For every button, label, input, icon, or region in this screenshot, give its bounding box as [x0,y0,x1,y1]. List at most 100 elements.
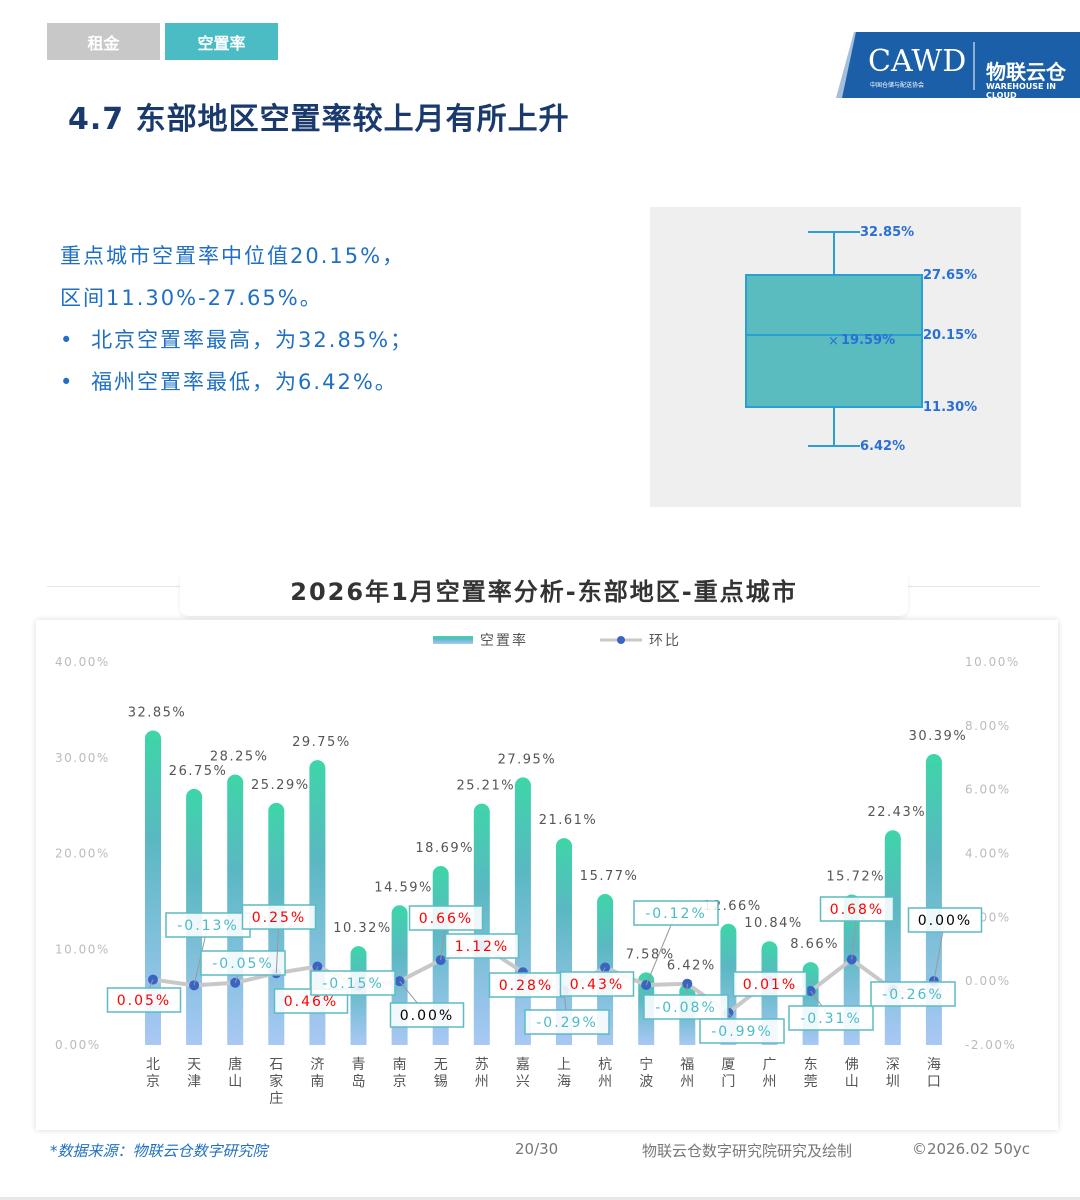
page-title: 4.7 东部地区空置率较上月有所上升 [68,102,570,137]
bar-海口 [925,754,942,1045]
tab-vacancy[interactable]: 空置率 [165,23,278,60]
x-axis-label: 海 [927,1057,941,1073]
x-axis-label: 口 [927,1074,941,1090]
mom-label-box [200,950,286,976]
mom-value-label: 0.00% [400,1008,454,1024]
median-label: 20.15% [923,328,978,343]
x-axis-label: 山 [228,1074,242,1090]
mom-value-label: 0.00% [918,913,972,929]
mom-value-label: -0.15% [322,976,384,992]
summary-line-2: 区间11.30%-27.65%。 [60,286,323,310]
mom-value-label: -0.13% [177,918,239,934]
mom-value-label: 0.01% [743,977,797,993]
mom-label-box [408,905,484,931]
mom-label-box [106,987,182,1013]
mom-value-label: 0.43% [570,977,624,993]
min-label: 6.42% [860,439,906,454]
x-axis-label: 无 [434,1057,448,1073]
mom-label-box [389,1002,465,1028]
x-axis-label: 锡 [434,1074,448,1090]
left-axis-tick: 40.00% [55,655,110,669]
summary-line-1: 重点城市空置率中位值20.15%， [60,244,406,268]
x-axis-label: 州 [763,1074,777,1090]
legend-bar-label: 空置率 [480,632,528,649]
mom-label-box [732,971,808,997]
bullet-text: 福州空置率最低，为6.42%。 [91,370,398,394]
partner-logo: 物联云仓 [986,60,1066,84]
x-axis-label: 岛 [352,1074,366,1090]
q1-label: 11.30% [923,400,978,415]
mom-value-label: 0.46% [284,994,338,1010]
x-axis-label: 佛 [845,1057,859,1073]
bar-value-label: 25.21% [457,779,516,794]
legend-line-dot [617,636,625,644]
bar-value-label: 21.61% [539,813,598,828]
x-axis-label: 山 [845,1074,859,1090]
x-axis-label: 州 [680,1074,694,1090]
bar-value-label: 25.29% [251,778,310,793]
x-axis-label: 广 [763,1057,777,1073]
bar-value-label: 30.39% [909,729,968,744]
tab-rent[interactable]: 租金 [47,23,160,60]
bar-北京 [145,730,161,1045]
mom-value-label: 0.28% [499,978,553,994]
x-axis-label: 宁 [639,1056,653,1073]
x-axis-label: 唐 [228,1056,242,1073]
bar-value-label: 10.84% [744,916,803,931]
mom-label-box [819,896,895,922]
mom-value-label: -0.99% [711,1024,773,1040]
mom-value-label: 0.68% [830,902,884,918]
mean-label: 19.59% [841,333,896,348]
x-axis-label: 兴 [516,1074,530,1090]
right-axis-tick: 4.00% [965,847,1011,861]
mom-value-label: -0.31% [800,1011,862,1027]
mom-value-label: -0.05% [212,956,274,972]
logo-text: CAWD [868,44,967,79]
bar-value-label: 27.95% [498,752,557,767]
mom-label-box [788,1005,874,1031]
x-axis-label: 州 [598,1074,612,1090]
x-axis-label: 天 [187,1057,201,1073]
x-axis-label: 门 [721,1074,735,1090]
x-axis-label: 家 [269,1073,283,1090]
mom-label-box [524,1009,610,1035]
x-axis-label: 嘉 [516,1057,530,1073]
credit: 物联云仓数字研究院研究及绘制 [642,1142,853,1160]
legend-line-label: 环比 [649,633,681,649]
bar-value-label: 6.42% [667,959,716,974]
data-source: *数据来源：物联云仓数字研究院 [50,1142,268,1160]
x-axis-label: 京 [146,1074,160,1090]
boxplot: × [745,231,923,447]
x-axis-label: 庄 [269,1090,283,1107]
x-axis-label: 津 [187,1074,201,1090]
x-axis-label: 厦 [721,1057,735,1073]
x-axis-label: 济 [310,1057,324,1073]
mom-value-label: 0.66% [419,911,473,927]
partner-logo-sub: WAREHOUSE IN CLOUD [986,82,1056,100]
mean-marker: × [828,334,839,349]
x-axis-label: 圳 [886,1074,900,1090]
mom-value-label: -0.08% [655,1000,717,1016]
x-axis-label: 京 [393,1074,407,1090]
bar-value-label: 32.85% [128,705,187,720]
left-axis-tick: 30.00% [55,751,110,765]
q3-label: 27.65% [923,268,978,283]
left-axis-tick: 20.00% [55,847,110,861]
x-axis-label: 苏 [475,1057,489,1073]
x-axis-label: 福 [680,1057,694,1073]
mom-label-box [559,971,635,997]
bar-value-label: 15.72% [826,869,885,884]
mom-label-box [643,994,729,1020]
x-axis-label: 南 [393,1057,407,1073]
bottom-bar [0,1197,1080,1200]
bar-value-label: 29.75% [292,735,351,750]
left-axis-tick: 0.00% [55,1038,101,1052]
mom-label-box [633,900,719,926]
combo-chart: 空置率 环比 0.00% 10.00% 20.00% 30.00% 40.00% -2.00%… [55,632,1018,1107]
bar-value-label: 8.66% [790,937,839,952]
mom-value-label: 0.25% [252,910,306,926]
x-axis-label: 北 [146,1057,160,1073]
copyright: ©2026.02 50yc [912,1140,1031,1158]
bar-value-label: 26.75% [169,764,228,779]
mom-label-box [444,933,520,959]
